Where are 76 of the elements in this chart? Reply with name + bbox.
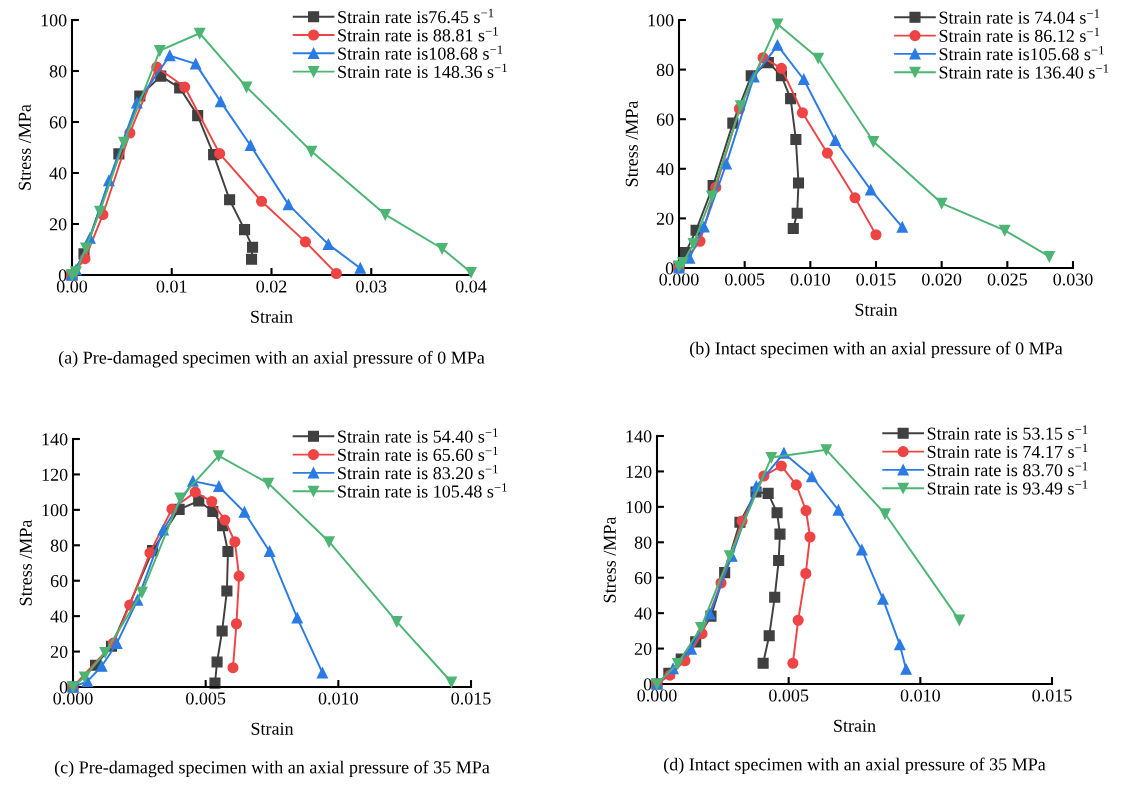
legend-label: Strain rate is 65.60 s$^{−1}$ <box>338 446 498 462</box>
y-axis-title: Stress /MPa <box>603 516 616 603</box>
y-tick-label: 100 <box>42 504 68 517</box>
text: (a) Pre-damaged specimen with an axial pressure of 0 MPa <box>58 350 485 368</box>
y-tick-label: 60 <box>634 571 652 585</box>
y-tick-label: 80 <box>656 63 674 77</box>
y-tick-label: 0 <box>643 678 652 691</box>
x-tick-label: 0.010 <box>790 273 830 286</box>
legend-label: Strain rate is 74.04 s$^{−1}$ <box>939 9 1100 24</box>
y-tick-label: 100 <box>626 501 652 514</box>
legend-label: Strain rate is 93.49 s$^{−1}$ <box>927 480 1088 495</box>
x-axis-title: Strain <box>855 303 898 316</box>
legend-label: Strain rate is 105.48 s$^{−1}$ <box>338 483 507 498</box>
y-tick-label: 20 <box>49 218 67 231</box>
y-tick-label: 40 <box>49 167 67 180</box>
y-tick-label: 40 <box>634 607 652 620</box>
y-tick-label: 80 <box>50 539 68 552</box>
x-tick-label: 0.015 <box>1032 689 1072 702</box>
legend-label: Strain rate is 54.40 s$^{−1}$ <box>338 428 498 443</box>
legend-label: Strain rate is 136.40 s$^{−1}$ <box>939 64 1109 79</box>
x-tick-label: 0.04 <box>455 280 487 293</box>
text: (d) Intact specimen with an axial pressure of 35 MPa <box>664 757 1046 775</box>
y-tick-label: 100 <box>648 14 674 27</box>
y-tick-label: 80 <box>49 65 67 78</box>
y-tick-label: 40 <box>50 610 68 623</box>
y-axis-title: Stress /MPa <box>625 100 638 187</box>
y-tick-label: 40 <box>656 163 674 176</box>
x-tick-label: 0.03 <box>356 280 387 293</box>
y-tick-label: 20 <box>656 212 674 225</box>
y-tick-label: 60 <box>656 113 674 126</box>
y-tick-label: 100 <box>41 14 67 27</box>
y-axis-title: Stress /MPa <box>19 519 32 606</box>
x-tick-label: 0.000 <box>659 273 699 286</box>
y-tick-label: 60 <box>50 574 68 588</box>
x-axis-title: Strain <box>834 719 876 732</box>
legend-label: Strain rate is 86.12 s$^{−1}$ <box>939 27 1100 43</box>
x-tick-label: 0.030 <box>1053 273 1093 286</box>
x-tick-label: 0.01 <box>156 280 187 293</box>
x-tick-label: 0.015 <box>451 692 491 705</box>
x-tick-label: 0.00 <box>56 280 88 293</box>
x-axis-title: Strain <box>251 310 293 323</box>
y-tick-label: 140 <box>626 430 652 443</box>
y-tick-label: 120 <box>42 468 68 481</box>
x-tick-label: 0.005 <box>186 692 226 705</box>
legend-label: Strain rate is 74.17 s$^{−1}$ <box>927 443 1088 459</box>
y-tick-label: 60 <box>49 116 67 129</box>
x-tick-label: 0.02 <box>256 280 287 293</box>
x-tick-label: 0.025 <box>987 273 1027 286</box>
y-tick-label: 20 <box>634 642 652 656</box>
y-tick-label: 140 <box>42 433 68 446</box>
legend-label: Strain rate is 148.36 s$^{−1}$ <box>338 63 507 79</box>
x-tick-label: 0.020 <box>922 273 962 286</box>
y-tick-label: 0 <box>59 681 68 694</box>
y-tick-label: 80 <box>634 536 652 549</box>
text: (c) Pre-damaged specimen with an axial pressure of 35 MPa <box>54 760 490 778</box>
x-tick-label: 0.005 <box>725 273 765 286</box>
x-tick-label: 0.010 <box>318 692 358 705</box>
x-tick-label: 0.010 <box>900 689 940 702</box>
legend-label: Strain rate is 88.81 s$^{−1}$ <box>338 27 498 42</box>
legend-label: Strain rate is76.45 s$^{−1}$ <box>338 8 494 24</box>
legend-label: Strain rate is 83.20 s$^{−1}$ <box>338 464 498 480</box>
legend-label: Strain rate is 53.15 s$^{−1}$ <box>927 425 1088 440</box>
y-tick-label: 0 <box>58 269 67 282</box>
legend-label: Strain rate is 83.70 s$^{−1}$ <box>927 461 1088 477</box>
x-tick-label: 0.005 <box>769 689 809 702</box>
x-tick-label: 0.000 <box>637 689 677 702</box>
x-tick-label: 0.000 <box>53 692 93 705</box>
legend-label: Strain rate is105.68 s$^{−1}$ <box>939 45 1104 61</box>
y-tick-label: 120 <box>626 465 652 478</box>
x-axis-title: Strain <box>251 722 294 735</box>
y-tick-label: 0 <box>665 262 674 275</box>
legend-label: Strain rate is108.68 s$^{−1}$ <box>338 45 503 60</box>
y-axis-title: Stress /MPa <box>18 104 31 190</box>
y-tick-label: 20 <box>50 645 68 659</box>
x-tick-label: 0.015 <box>856 273 896 286</box>
text: (b) Intact specimen with an axial pressure of 0 MPa <box>690 341 1063 359</box>
